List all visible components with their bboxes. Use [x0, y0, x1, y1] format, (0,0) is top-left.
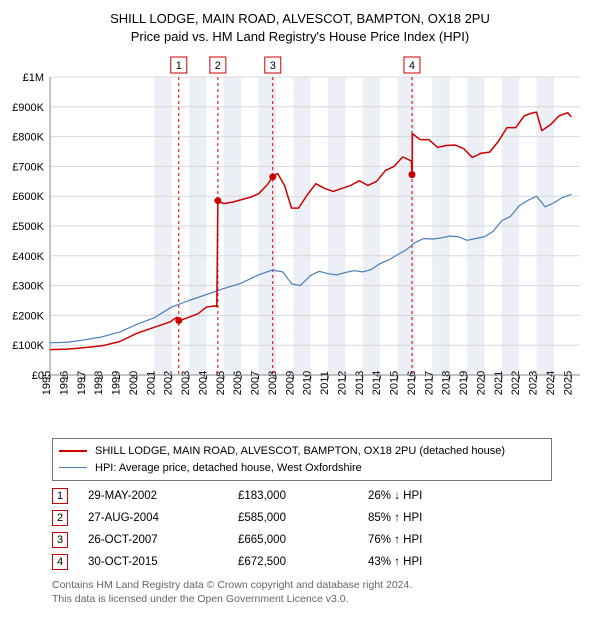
- svg-text:2001: 2001: [145, 371, 157, 395]
- chart-title: SHILL LODGE, MAIN ROAD, ALVESCOT, BAMPTO…: [0, 0, 600, 45]
- transaction-marker: 4: [52, 554, 68, 570]
- svg-text:1: 1: [176, 60, 182, 72]
- transaction-date: 30-OCT-2015: [88, 556, 238, 568]
- transaction-pct: 26% ↓ HPI: [368, 490, 488, 502]
- legend-row-hpi: HPI: Average price, detached house, West…: [59, 460, 545, 477]
- svg-text:£1M: £1M: [23, 72, 44, 84]
- svg-text:£100K: £100K: [12, 340, 44, 352]
- transaction-date: 27-AUG-2004: [88, 512, 238, 524]
- transaction-marker: 3: [52, 532, 68, 548]
- svg-text:2002: 2002: [163, 371, 175, 395]
- title-line-2: Price paid vs. HM Land Registry's House …: [0, 28, 600, 46]
- svg-text:2010: 2010: [302, 371, 314, 395]
- footer-line-2: This data is licensed under the Open Gov…: [52, 592, 552, 606]
- title-line-1: SHILL LODGE, MAIN ROAD, ALVESCOT, BAMPTO…: [0, 10, 600, 28]
- svg-text:£800K: £800K: [12, 132, 44, 144]
- transaction-marker: 1: [52, 488, 68, 504]
- svg-text:2012: 2012: [336, 371, 348, 395]
- svg-text:3: 3: [270, 60, 276, 72]
- svg-text:2009: 2009: [284, 371, 296, 395]
- svg-text:£700K: £700K: [12, 161, 44, 173]
- svg-text:1999: 1999: [111, 371, 123, 395]
- svg-text:2014: 2014: [371, 371, 383, 395]
- svg-text:£600K: £600K: [12, 191, 44, 203]
- transaction-pct: 85% ↑ HPI: [368, 512, 488, 524]
- svg-text:2004: 2004: [197, 371, 209, 395]
- transaction-price: £183,000: [238, 490, 368, 502]
- transaction-row: 1 29-MAY-2002£183,00026% ↓ HPI: [52, 485, 552, 507]
- svg-text:2024: 2024: [545, 371, 557, 395]
- svg-text:2017: 2017: [423, 371, 435, 395]
- transactions-table: 1 29-MAY-2002£183,00026% ↓ HPI 2 27-AUG-200…: [52, 485, 552, 573]
- svg-text:2019: 2019: [458, 371, 470, 395]
- svg-text:2: 2: [215, 60, 221, 72]
- transaction-date: 29-MAY-2002: [88, 490, 238, 502]
- footer-text: Contains HM Land Registry data © Crown c…: [52, 578, 552, 606]
- legend-row-property: SHILL LODGE, MAIN ROAD, ALVESCOT, BAMPTO…: [59, 443, 545, 460]
- svg-text:2013: 2013: [354, 371, 366, 395]
- legend-swatch-hpi: [59, 467, 87, 468]
- transaction-marker: 2: [52, 510, 68, 526]
- legend-box: SHILL LODGE, MAIN ROAD, ALVESCOT, BAMPTO…: [52, 438, 552, 481]
- transaction-pct: 76% ↑ HPI: [368, 534, 488, 546]
- svg-text:2020: 2020: [475, 371, 487, 395]
- svg-text:2023: 2023: [528, 371, 540, 395]
- svg-text:£300K: £300K: [12, 281, 44, 293]
- footer-line-1: Contains HM Land Registry data © Crown c…: [52, 578, 552, 592]
- svg-text:2025: 2025: [562, 371, 574, 395]
- transaction-price: £672,500: [238, 556, 368, 568]
- price-chart-svg: £0£100K£200K£300K£400K£500K£600K£700K£80…: [50, 55, 580, 405]
- transaction-row: 3 26-OCT-2007£665,00076% ↑ HPI: [52, 529, 552, 551]
- svg-text:2015: 2015: [389, 371, 401, 395]
- svg-text:2006: 2006: [232, 371, 244, 395]
- svg-text:4: 4: [409, 60, 415, 72]
- legend-swatch-property: [59, 450, 87, 452]
- transaction-pct: 43% ↑ HPI: [368, 556, 488, 568]
- transaction-date: 26-OCT-2007: [88, 534, 238, 546]
- transaction-row: 4 30-OCT-2015£672,50043% ↑ HPI: [52, 551, 552, 573]
- svg-text:2005: 2005: [215, 371, 227, 395]
- svg-text:£200K: £200K: [12, 310, 44, 322]
- svg-text:£900K: £900K: [12, 102, 44, 114]
- svg-text:1997: 1997: [76, 371, 88, 395]
- svg-text:2008: 2008: [267, 371, 279, 395]
- svg-text:£400K: £400K: [12, 251, 44, 263]
- transaction-price: £665,000: [238, 534, 368, 546]
- svg-text:2007: 2007: [250, 371, 262, 395]
- legend-label-hpi: HPI: Average price, detached house, West…: [95, 460, 362, 477]
- svg-text:2016: 2016: [406, 371, 418, 395]
- svg-text:2021: 2021: [493, 371, 505, 395]
- legend-label-property: SHILL LODGE, MAIN ROAD, ALVESCOT, BAMPTO…: [95, 443, 505, 460]
- svg-text:2000: 2000: [128, 371, 140, 395]
- svg-text:1996: 1996: [58, 371, 70, 395]
- transaction-row: 2 27-AUG-2004£585,00085% ↑ HPI: [52, 507, 552, 529]
- svg-text:2018: 2018: [441, 371, 453, 395]
- svg-text:2003: 2003: [180, 371, 192, 395]
- transaction-price: £585,000: [238, 512, 368, 524]
- svg-text:£500K: £500K: [12, 221, 44, 233]
- svg-text:1998: 1998: [93, 371, 105, 395]
- chart-area: £0£100K£200K£300K£400K£500K£600K£700K£80…: [50, 55, 580, 405]
- svg-text:1995: 1995: [41, 371, 53, 395]
- svg-text:2022: 2022: [510, 371, 522, 395]
